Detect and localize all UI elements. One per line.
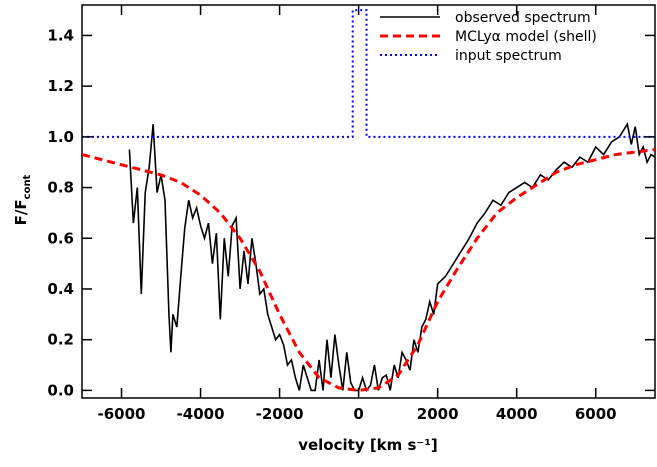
plot-area bbox=[82, 9, 655, 393]
x-tick-label: -2000 bbox=[256, 405, 304, 423]
y-tick-label: 1.0 bbox=[47, 128, 74, 146]
x-tick-label: -4000 bbox=[177, 405, 225, 423]
series-line bbox=[128, 122, 655, 393]
y-tick-label: 0.2 bbox=[47, 331, 74, 349]
y-tick-label: 1.2 bbox=[47, 77, 74, 95]
x-tick-label: -6000 bbox=[98, 405, 146, 423]
x-tick-label: 4000 bbox=[496, 405, 538, 423]
plot-frame bbox=[81, 4, 656, 399]
y-tick-label: 0.0 bbox=[47, 381, 74, 399]
series-line bbox=[82, 9, 655, 138]
y-tick-label: 1.4 bbox=[47, 26, 74, 44]
y-axis-label: F/Fcont bbox=[12, 174, 33, 225]
y-axis-label-main: F/F bbox=[12, 199, 30, 225]
y-axis-label-sub: cont bbox=[22, 174, 33, 199]
x-tick-label: 6000 bbox=[575, 405, 617, 423]
y-tick-label: 0.8 bbox=[47, 179, 74, 197]
x-tick-label: 2000 bbox=[417, 405, 459, 423]
x-tick-label: 0 bbox=[353, 405, 363, 423]
y-tick-label: 0.6 bbox=[47, 229, 74, 247]
legend-label: observed spectrum bbox=[455, 10, 591, 26]
y-tick-label: 0.4 bbox=[47, 280, 74, 298]
legend-label: input spectrum bbox=[455, 48, 562, 64]
x-axis-label: velocity [km s⁻¹] bbox=[298, 436, 438, 454]
series-line bbox=[82, 148, 655, 392]
legend-label: MCLyα model (shell) bbox=[455, 29, 597, 45]
